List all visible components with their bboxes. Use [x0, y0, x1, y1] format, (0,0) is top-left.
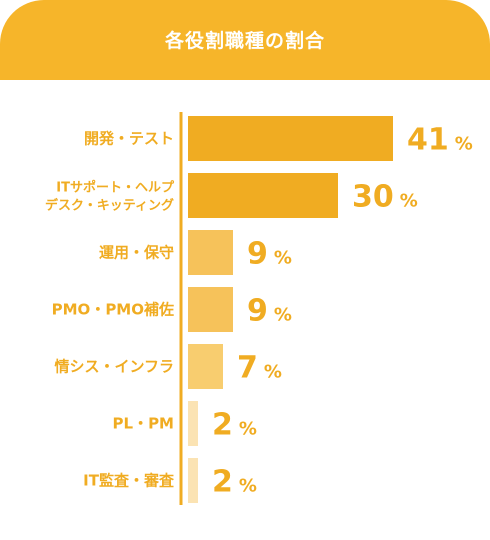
- value-number: 41: [407, 123, 449, 158]
- category-label: IT監査・審査: [83, 472, 175, 490]
- category-label: PL・PM: [113, 415, 174, 433]
- value-label: 9%: [247, 294, 292, 329]
- value-unit: %: [239, 476, 257, 497]
- category-label: PMO・PMO補佐: [52, 301, 174, 319]
- value-number: 30: [352, 180, 394, 215]
- value-unit: %: [239, 419, 257, 440]
- value-number: 9: [247, 294, 268, 329]
- bar: [188, 458, 198, 503]
- value-number: 7: [237, 351, 258, 386]
- value-unit: %: [274, 305, 292, 326]
- category-label: 開発・テスト: [84, 130, 174, 148]
- value-label: 2%: [212, 408, 257, 443]
- value-number: 9: [247, 237, 268, 272]
- value-label: 9%: [247, 237, 292, 272]
- value-unit: %: [455, 134, 473, 155]
- bar: [188, 173, 338, 218]
- value-number: 2: [212, 408, 233, 443]
- value-unit: %: [264, 362, 282, 383]
- bar: [188, 116, 393, 161]
- bar: [188, 230, 233, 275]
- value-label: 41%: [407, 123, 473, 158]
- bar: [188, 401, 198, 446]
- category-label: ITサポート・ヘルプデスク・キッティング: [45, 180, 175, 214]
- value-label: 7%: [237, 351, 282, 386]
- value-number: 2: [212, 465, 233, 500]
- category-label-line: ITサポート・ヘルプ: [56, 180, 175, 196]
- bar: [188, 344, 223, 389]
- bar: [188, 287, 233, 332]
- category-label: 情シス・インフラ: [54, 358, 174, 376]
- category-label-line: デスク・キッティング: [45, 198, 174, 214]
- chart-header: 各役割職種の割合: [0, 0, 490, 80]
- value-unit: %: [274, 248, 292, 269]
- value-unit: %: [400, 191, 418, 212]
- value-label: 2%: [212, 465, 257, 500]
- chart-title: 各役割職種の割合: [164, 30, 325, 52]
- category-label: 運用・保守: [99, 244, 174, 262]
- value-label: 30%: [352, 180, 418, 215]
